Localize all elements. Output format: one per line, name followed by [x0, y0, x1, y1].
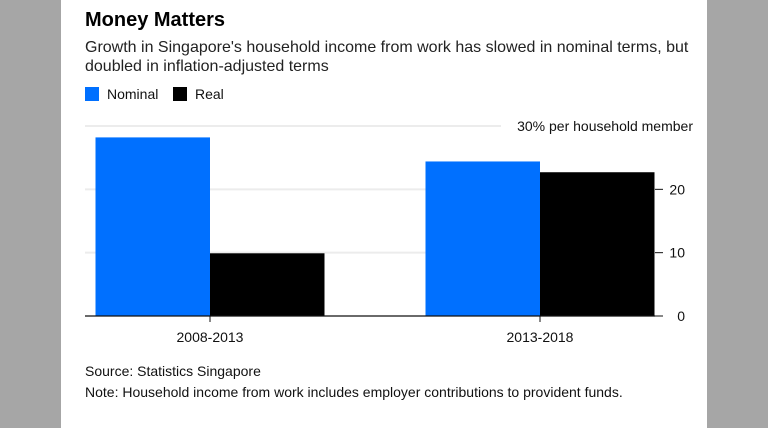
y-axis-label: 30% per household member [517, 118, 693, 134]
legend-swatch-real [173, 87, 187, 101]
footnote: Note: Household income from work include… [85, 384, 623, 400]
y-tick-label: 10 [669, 245, 685, 261]
legend-nominal: Nominal [85, 86, 158, 102]
y-tick-label: 20 [669, 181, 685, 197]
legend-swatch-nominal [85, 87, 99, 101]
chart-title: Money Matters [85, 9, 226, 31]
x-tick-label: 2013-2018 [507, 329, 574, 345]
legend-real: Real [173, 86, 224, 102]
legend-label: Real [195, 86, 224, 102]
y-tick-label: 0 [677, 308, 685, 324]
chart-subtitle: Growth in Singapore's household income f… [85, 39, 689, 75]
chart-panel: Money Matters Growth in Singapore's hous… [61, 0, 707, 428]
source-note: Source: Statistics Singapore [85, 363, 261, 379]
x-tick-label: 2008-2013 [177, 329, 244, 345]
bar-real-2008-2013 [210, 253, 325, 316]
legend-label: Nominal [107, 86, 159, 102]
bar-chart: 30% per household member 0 10 20 2008-2013 20… [85, 118, 693, 345]
bar-nominal-2008-2013 [95, 137, 210, 316]
bar-real-2013-2018 [540, 172, 655, 316]
bar-nominal-2013-2018 [425, 161, 540, 316]
